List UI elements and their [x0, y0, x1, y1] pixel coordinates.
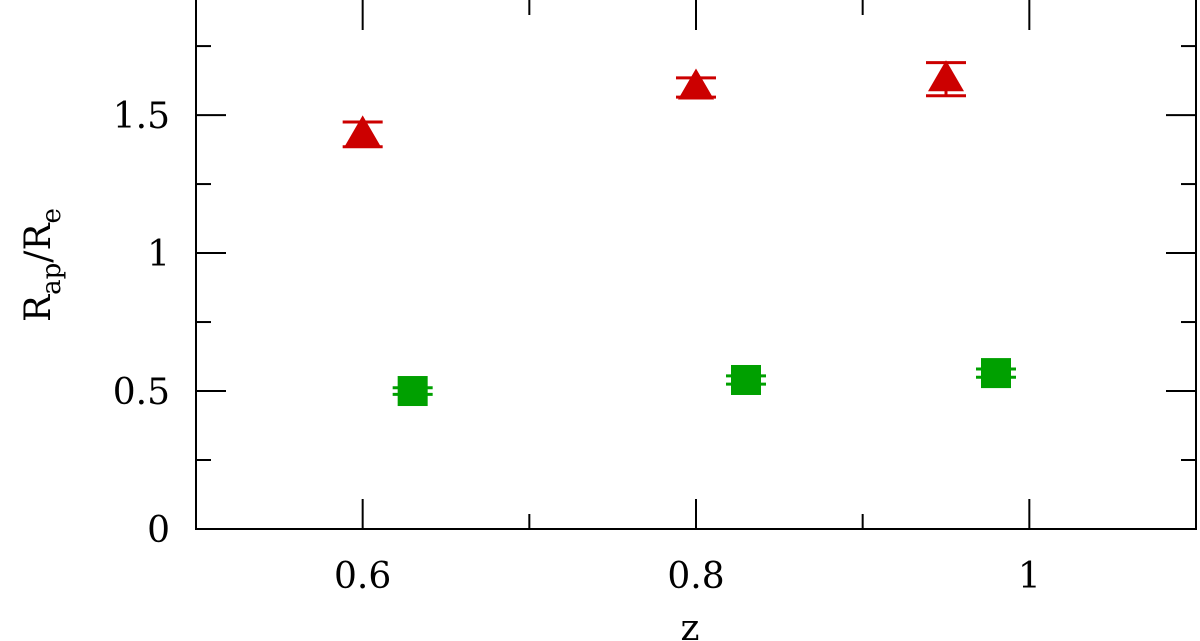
y-tick-label: 1.5 [113, 96, 170, 137]
data-point [342, 115, 383, 149]
y-axis-label-part: ap [37, 263, 67, 295]
data-point [392, 376, 433, 407]
marker [731, 364, 761, 395]
x-tick-label: 1 [1018, 556, 1041, 597]
x-tick-label: 0.8 [667, 556, 724, 597]
y-axis-label-part: e [37, 208, 67, 223]
data-point [976, 358, 1016, 389]
y-axis-label: Rap/Re [18, 208, 67, 322]
y-axis-label-part: /R [18, 223, 59, 263]
marker [344, 115, 381, 147]
marker [928, 60, 964, 92]
x-tick-label: 0.6 [334, 556, 391, 597]
marker [678, 68, 714, 100]
y-axis-label-part: R [18, 294, 59, 322]
y-tick-label: 0.5 [113, 372, 170, 413]
y-tick-label: 0 [147, 510, 170, 551]
x-axis-label: z [681, 608, 700, 641]
y-tick-label: 1 [147, 234, 170, 275]
data-point [676, 68, 716, 100]
data-point [926, 60, 966, 98]
marker [397, 376, 428, 407]
data-point [726, 364, 766, 395]
marker [981, 358, 1011, 389]
